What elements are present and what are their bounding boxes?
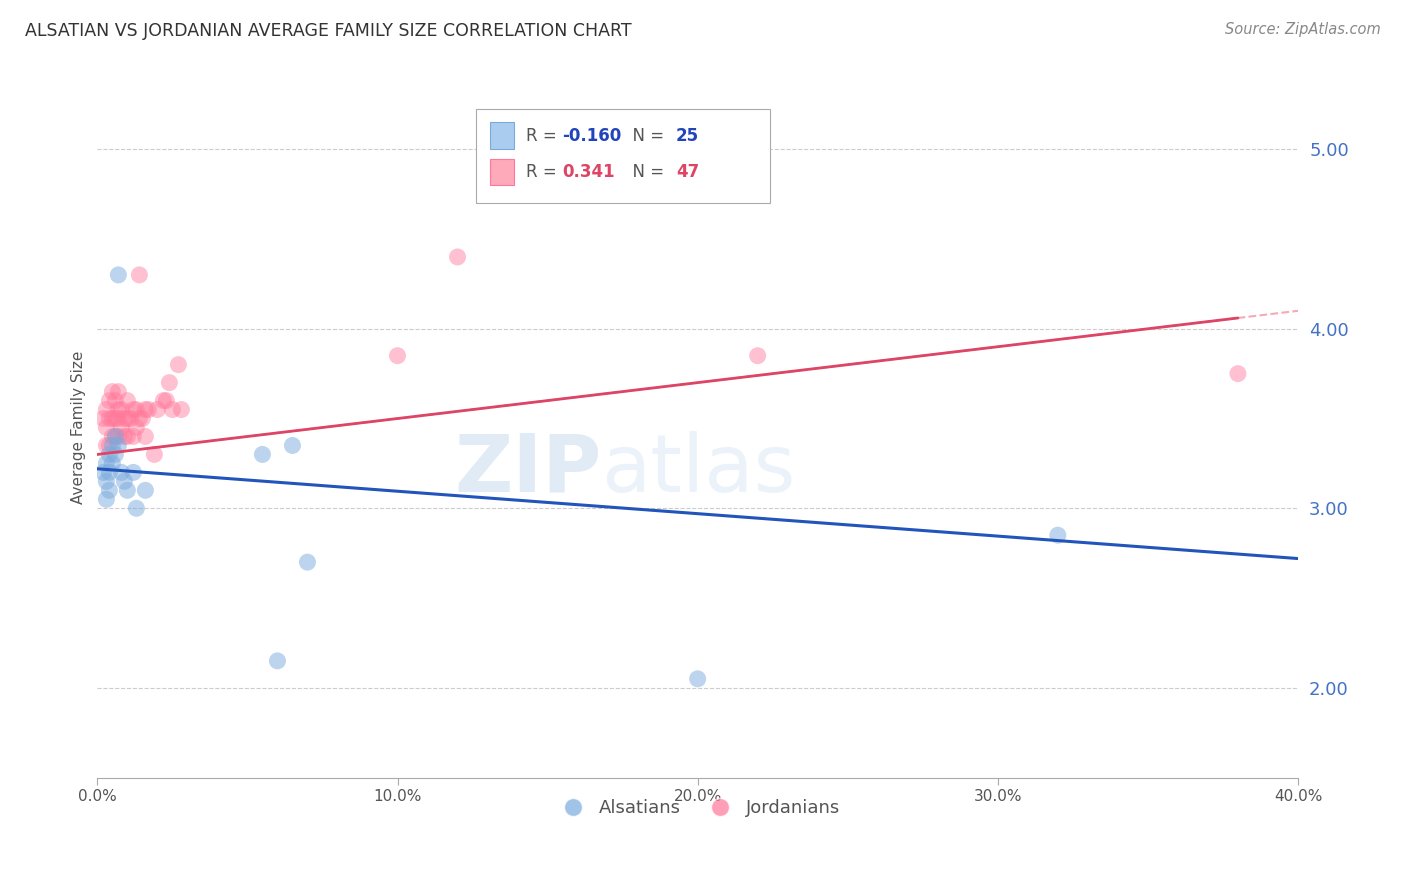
Point: [686, 672, 709, 686]
Point: [266, 654, 288, 668]
Point: [96, 420, 118, 434]
Point: [93, 411, 115, 425]
Point: [98, 393, 121, 408]
Point: [101, 457, 124, 471]
Point: [125, 420, 148, 434]
Text: Source: ZipAtlas.com: Source: ZipAtlas.com: [1225, 22, 1381, 37]
Point: [98, 483, 121, 498]
Point: [252, 447, 274, 461]
Point: [446, 250, 468, 264]
Point: [1226, 367, 1249, 381]
Point: [122, 429, 145, 443]
Point: [104, 447, 127, 461]
Text: N =: N =: [621, 163, 669, 181]
Point: [167, 358, 190, 372]
Point: [125, 402, 148, 417]
Text: 47: 47: [676, 163, 699, 181]
Text: atlas: atlas: [602, 431, 796, 508]
Point: [93, 466, 115, 480]
Point: [170, 402, 193, 417]
Text: -0.160: -0.160: [562, 127, 621, 145]
FancyBboxPatch shape: [489, 122, 515, 149]
Point: [117, 429, 139, 443]
Point: [112, 475, 135, 489]
Point: [117, 483, 139, 498]
Point: [107, 438, 129, 452]
Point: [112, 411, 135, 425]
Point: [146, 402, 169, 417]
Point: [101, 411, 124, 425]
Text: R =: R =: [526, 163, 562, 181]
Point: [104, 411, 127, 425]
Point: [387, 349, 409, 363]
Point: [125, 501, 148, 516]
Y-axis label: Average Family Size: Average Family Size: [72, 351, 86, 504]
Point: [107, 402, 129, 417]
Legend: Alsatians, Jordanians: Alsatians, Jordanians: [548, 792, 848, 824]
Point: [107, 268, 129, 282]
Point: [131, 411, 153, 425]
Point: [297, 555, 319, 569]
Point: [143, 447, 166, 461]
Point: [107, 384, 129, 399]
Point: [122, 466, 145, 480]
Text: R =: R =: [526, 127, 562, 145]
Text: N =: N =: [621, 127, 669, 145]
Text: ALSATIAN VS JORDANIAN AVERAGE FAMILY SIZE CORRELATION CHART: ALSATIAN VS JORDANIAN AVERAGE FAMILY SIZ…: [25, 22, 631, 40]
Point: [101, 429, 124, 443]
Text: ZIP: ZIP: [454, 431, 602, 508]
Point: [98, 438, 121, 452]
Point: [134, 483, 156, 498]
Point: [120, 411, 142, 425]
Text: 0.341: 0.341: [562, 163, 614, 181]
Point: [155, 393, 177, 408]
Point: [281, 438, 304, 452]
Point: [107, 411, 129, 425]
Point: [104, 393, 127, 408]
Point: [117, 393, 139, 408]
Point: [128, 268, 150, 282]
Point: [138, 402, 160, 417]
Point: [110, 466, 132, 480]
Point: [162, 402, 184, 417]
Point: [117, 411, 139, 425]
Point: [96, 438, 118, 452]
Point: [98, 411, 121, 425]
Point: [128, 411, 150, 425]
Point: [110, 402, 132, 417]
Point: [112, 429, 135, 443]
Point: [98, 466, 121, 480]
Point: [104, 429, 127, 443]
Point: [96, 457, 118, 471]
Point: [110, 420, 132, 434]
Point: [152, 393, 174, 408]
Point: [1046, 528, 1069, 542]
Point: [101, 438, 124, 452]
FancyBboxPatch shape: [489, 159, 515, 186]
Point: [98, 447, 121, 461]
Point: [134, 402, 156, 417]
Point: [122, 402, 145, 417]
Text: 25: 25: [676, 127, 699, 145]
Point: [96, 492, 118, 507]
Point: [747, 349, 769, 363]
Point: [134, 429, 156, 443]
FancyBboxPatch shape: [475, 109, 769, 203]
Point: [157, 376, 180, 390]
Point: [107, 429, 129, 443]
Point: [96, 475, 118, 489]
Point: [101, 384, 124, 399]
Point: [104, 429, 127, 443]
Point: [96, 402, 118, 417]
